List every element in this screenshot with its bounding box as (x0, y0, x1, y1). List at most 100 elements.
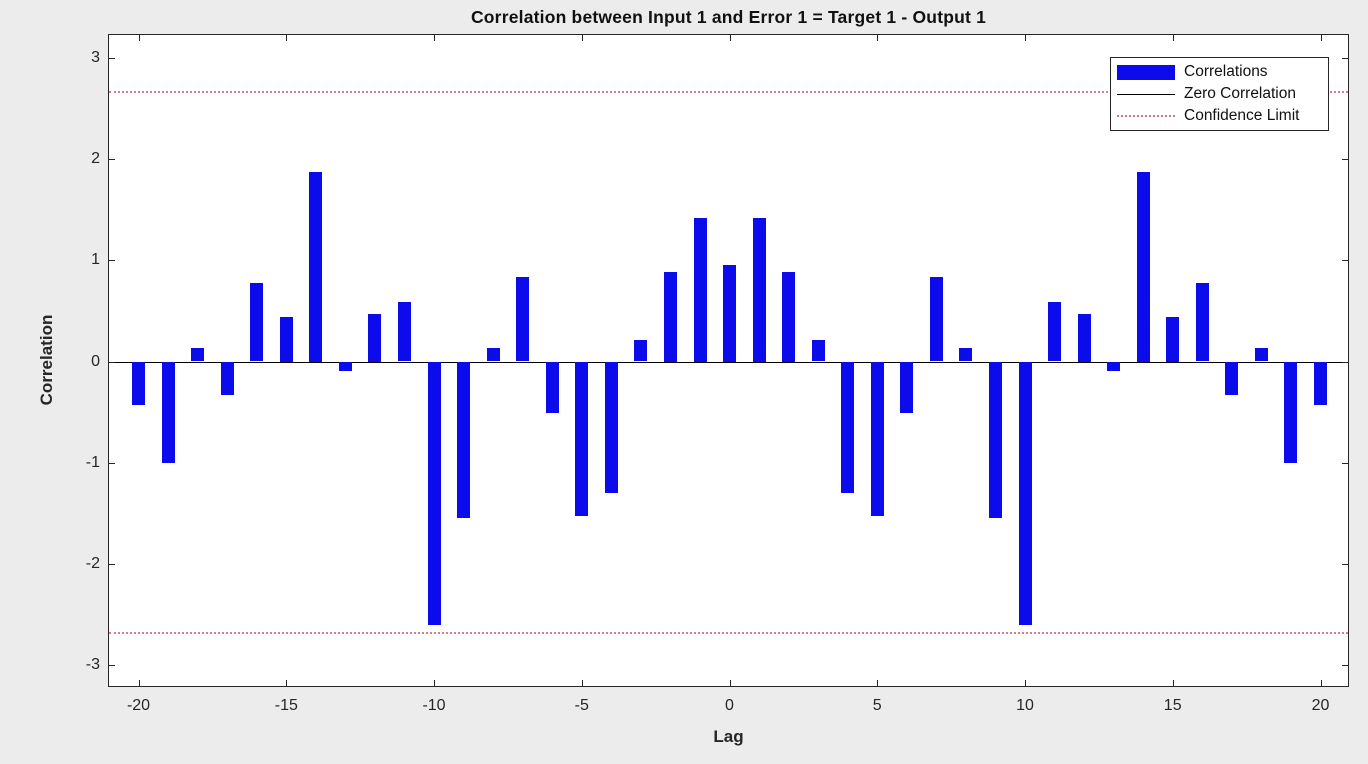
correlation-bar (486, 348, 500, 362)
legend-entry-correlations: Correlations (1117, 61, 1322, 83)
y-axis-label: Correlation (37, 314, 56, 406)
correlation-bar (398, 301, 411, 362)
y-tick-mark (1342, 58, 1348, 60)
x-tick-label: -20 (126, 697, 151, 714)
correlation-bar (693, 218, 707, 362)
correlation-bar (250, 282, 264, 362)
x-tick-label: 5 (872, 697, 882, 714)
correlation-bar (279, 317, 293, 362)
y-tick-label: 1 (91, 251, 100, 269)
x-tick-mark (581, 35, 583, 41)
correlation-bar (1077, 314, 1091, 362)
correlation-bar (988, 361, 1002, 519)
plot-area: -3 -2 -1 0 1 2 3 -20 -15 -10 -5 0 5 10 15 20 (86, 34, 1349, 714)
correlation-bar (1048, 301, 1061, 362)
y-tick-label: 3 (91, 49, 100, 67)
correlation-bar (959, 348, 973, 362)
confidence-limit-line (109, 632, 1348, 635)
y-tick-label: -1 (85, 453, 100, 471)
x-tick-mark (1025, 35, 1026, 41)
x-tick-mark (434, 35, 435, 41)
x-tick-mark (581, 680, 583, 686)
y-tick-mark (109, 58, 115, 60)
y-tick-mark (1342, 462, 1348, 464)
x-tick-mark (729, 35, 731, 41)
correlation-bar (132, 361, 145, 405)
correlation-bar (457, 361, 471, 519)
correlation-bar (1195, 282, 1209, 362)
y-tick-mark (1342, 260, 1348, 262)
x-tick-mark (729, 680, 731, 686)
x-tick-mark (1172, 680, 1174, 686)
y-tick-label: -2 (85, 554, 100, 572)
y-tick-mark (109, 664, 115, 666)
x-tick-mark (286, 680, 288, 686)
zero-correlation-line (109, 361, 1348, 363)
x-tick-mark (877, 680, 879, 686)
y-tick-label: 2 (91, 150, 100, 168)
y-tick-mark (109, 361, 115, 363)
y-tick-mark (1342, 563, 1348, 565)
legend-entry-confidence-limit: Confidence Limit (1117, 105, 1322, 127)
x-tick-label: 0 (725, 697, 734, 714)
legend[interactable]: Correlations Zero Correlation Confidence… (1110, 57, 1329, 131)
correlation-bar (870, 361, 884, 517)
correlation-bar (604, 361, 618, 493)
correlation-bar (161, 361, 175, 463)
correlation-bar (1136, 171, 1150, 362)
x-tick-label: 20 (1311, 697, 1330, 714)
x-tick-label: -5 (574, 697, 589, 714)
x-tick-label: 15 (1163, 697, 1182, 714)
correlation-bar (663, 271, 677, 362)
y-tick-mark (1342, 159, 1348, 161)
legend-label: Confidence Limit (1184, 107, 1300, 124)
x-axis-label: Lag (713, 727, 744, 746)
chart-title: Correlation between Input 1 and Error 1 … (470, 7, 987, 27)
x-tick-label: 10 (1016, 697, 1034, 714)
y-tick-mark (109, 462, 115, 464)
y-tick-label: -3 (85, 655, 100, 673)
correlation-bar (1107, 361, 1121, 371)
legend-solid-line-icon (1117, 93, 1175, 95)
legend-bar-swatch-icon (1117, 64, 1175, 80)
x-tick-mark (138, 680, 140, 686)
correlation-bar (575, 361, 589, 517)
correlation-bar (545, 361, 559, 414)
correlation-bar (516, 276, 530, 362)
correlation-bar (220, 361, 234, 395)
y-tick-mark (109, 260, 115, 262)
x-tick-mark (1320, 35, 1322, 41)
legend-label: Zero Correlation (1184, 85, 1296, 102)
x-tick-mark (1320, 680, 1322, 686)
correlation-bar (929, 276, 943, 362)
correlation-bar (368, 314, 382, 362)
correlation-bar (723, 264, 736, 362)
correlation-bar (1018, 361, 1032, 626)
y-tick-label: 0 (91, 352, 100, 370)
correlation-bar (841, 361, 855, 493)
correlation-bar (1314, 361, 1327, 405)
correlation-bar (427, 361, 441, 626)
correlation-bar (1166, 317, 1180, 362)
legend-label: Correlations (1184, 63, 1268, 80)
confidence-limit-line (109, 90, 1348, 93)
correlation-bar (811, 340, 825, 362)
x-tick-mark (434, 680, 435, 686)
y-tick-mark (109, 563, 115, 565)
correlation-bar (191, 348, 205, 362)
correlation-bar (634, 340, 648, 362)
correlation-bar (752, 218, 766, 362)
correlation-bar (1225, 361, 1239, 395)
x-tick-mark (1172, 35, 1174, 41)
correlation-bar (309, 171, 323, 362)
correlation-bar (900, 361, 914, 414)
y-tick-mark (1342, 664, 1348, 666)
correlation-bar (1284, 361, 1298, 463)
legend-entry-zero-correlation: Zero Correlation (1117, 83, 1322, 105)
y-tick-mark (109, 159, 115, 161)
x-tick-mark (138, 35, 140, 41)
correlation-bar (338, 361, 352, 371)
x-tick-mark (877, 35, 879, 41)
x-tick-label: -10 (422, 697, 446, 714)
